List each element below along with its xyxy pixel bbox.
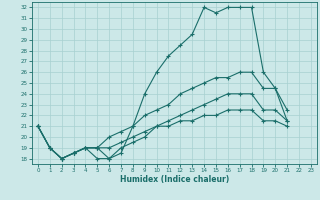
X-axis label: Humidex (Indice chaleur): Humidex (Indice chaleur) — [120, 175, 229, 184]
